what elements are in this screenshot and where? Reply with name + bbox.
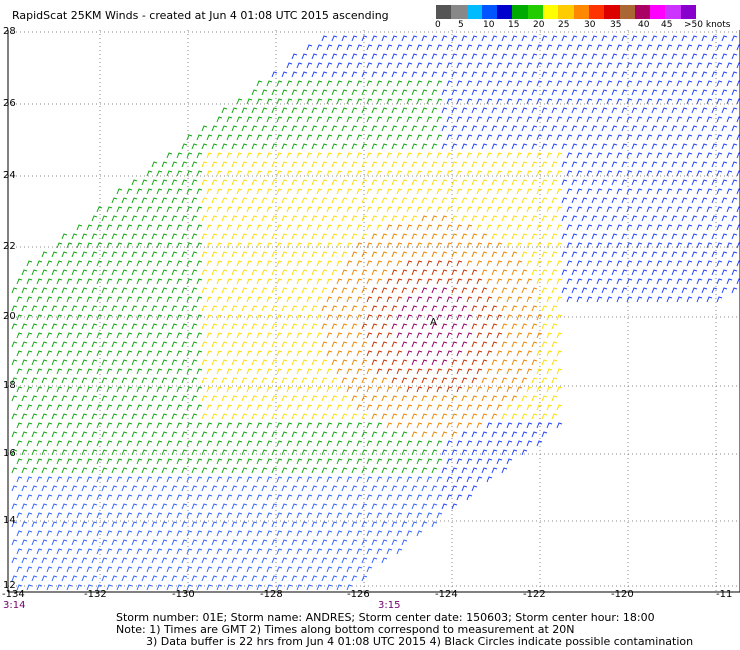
storm-info-line: Storm number: 01E; Storm name: ANDRES; S… [116, 611, 655, 624]
lon-label: -128 [260, 589, 283, 600]
lat-label: 12 [3, 580, 16, 591]
legend-label: 40 [638, 20, 650, 30]
lat-label: 28 [3, 26, 16, 37]
lat-label: 26 [3, 98, 16, 109]
legend-swatch [680, 5, 697, 19]
legend-label: 0 [435, 20, 441, 30]
lat-label: 18 [3, 380, 16, 391]
lon-label: -126 [347, 589, 370, 600]
wind-barbs [11, 35, 740, 591]
legend-label: 20 [533, 20, 545, 30]
legend-label: 30 [584, 20, 596, 30]
lon-label: -130 [172, 589, 195, 600]
lat-label: 16 [3, 448, 16, 459]
legend-label: 45 [661, 20, 673, 30]
legend-swatch [527, 5, 544, 19]
map-title: RapidScat 25KM Winds - created at Jun 4 … [12, 9, 389, 22]
lat-label: 20 [3, 311, 16, 322]
lon-label: -124 [435, 589, 458, 600]
legend-label: 25 [558, 20, 570, 30]
legend-label: 5 [458, 20, 464, 30]
storm-center-marker: A [430, 317, 437, 328]
lat-label: 24 [3, 170, 16, 181]
lat-label: 14 [3, 515, 16, 526]
legend-swatch [481, 5, 498, 19]
legend-swatch [466, 5, 482, 19]
lon-label: -134 [2, 589, 25, 600]
wind-speed-legend [436, 5, 697, 19]
legend-swatch [665, 5, 681, 19]
legend-swatch [436, 5, 452, 19]
legend-swatch [558, 5, 574, 19]
legend-swatch [604, 5, 620, 19]
lon-label: -120 [611, 589, 634, 600]
legend-label: 15 [508, 20, 520, 30]
map-grid [8, 30, 740, 592]
legend-label: >50 knots [684, 20, 731, 30]
legend-swatch [512, 5, 528, 19]
lon-label: -132 [84, 589, 107, 600]
legend-swatch [573, 5, 589, 19]
wind-map: A [7, 30, 740, 593]
time-label-mid: 3:15 [378, 600, 401, 611]
time-label-left: 3:14 [3, 600, 26, 611]
legend-label: 10 [483, 20, 495, 30]
map-frame [7, 30, 740, 593]
legend-swatch [650, 5, 666, 19]
legend-swatch [588, 5, 605, 19]
lat-label: 22 [3, 241, 16, 252]
legend-swatch [634, 5, 651, 19]
note-line: Note: 1) Times are GMT 2) Times along bo… [116, 623, 575, 636]
lon-label: -11 [716, 589, 733, 600]
legend-swatch [619, 5, 635, 19]
legend-swatch [543, 5, 559, 19]
legend-swatch [497, 5, 513, 19]
legend-swatch [451, 5, 467, 19]
legend-labels: 0 5 10 15 20 25 30 35 40 45 >50 knots [430, 20, 740, 32]
lon-label: -122 [523, 589, 546, 600]
note-line: 3) Data buffer is 22 hrs from Jun 4 01:0… [146, 635, 694, 648]
legend-label: 35 [610, 20, 622, 30]
